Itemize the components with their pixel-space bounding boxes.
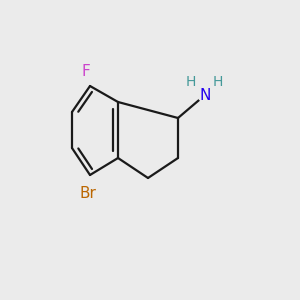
Text: F: F [82, 64, 90, 80]
Circle shape [78, 183, 98, 203]
Text: H: H [213, 75, 223, 89]
Circle shape [79, 65, 93, 79]
Text: N: N [199, 88, 211, 103]
Text: Br: Br [80, 185, 96, 200]
Circle shape [198, 88, 212, 102]
Text: H: H [186, 75, 196, 89]
